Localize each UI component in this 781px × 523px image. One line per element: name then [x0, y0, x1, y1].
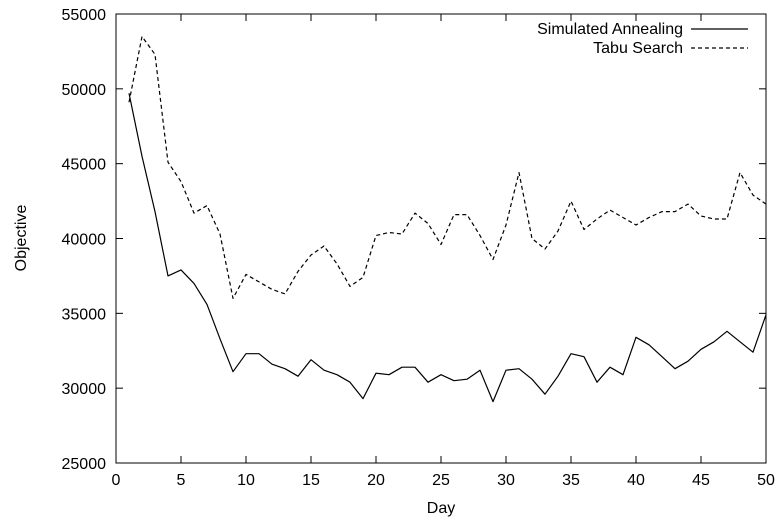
x-tick-label: 30: [497, 472, 515, 489]
x-tick-label: 15: [302, 472, 320, 489]
series-line-simulated-annealing: [128, 93, 767, 403]
legend-label-tabu-search: Tabu Search: [593, 40, 683, 57]
x-tick-label: 10: [237, 472, 255, 489]
y-tick-label: 25000: [62, 456, 107, 473]
x-tick-label: 20: [367, 472, 385, 489]
axis-ticks: 0 5 10 15 20 25 30 35 40 45 50 25000 30000 35000 40000…: [62, 7, 776, 489]
x-tick-label: 5: [177, 472, 186, 489]
x-tick-label: 50: [757, 472, 775, 489]
y-tick-label: 55000: [62, 7, 107, 24]
legend: Simulated Annealing Tabu Search: [537, 21, 748, 57]
series-layer: [128, 35, 767, 403]
x-tick-label: 0: [112, 472, 121, 489]
y-tick-label: 50000: [62, 82, 107, 99]
y-axis-label: Objective: [13, 205, 30, 272]
x-axis-label: Day: [427, 500, 455, 517]
y-tick-label: 35000: [62, 306, 107, 323]
y-tick-label: 40000: [62, 232, 107, 249]
plot-frame: [115, 13, 767, 464]
legend-label-simulated-annealing: Simulated Annealing: [537, 21, 683, 38]
series-line-tabu-search: [128, 35, 767, 299]
y-tick-label: 30000: [62, 381, 107, 398]
x-tick-label: 40: [627, 472, 645, 489]
x-tick-label: 25: [432, 472, 450, 489]
x-tick-label: 45: [692, 472, 710, 489]
y-tick-label: 45000: [62, 157, 107, 174]
x-tick-label: 35: [562, 472, 580, 489]
